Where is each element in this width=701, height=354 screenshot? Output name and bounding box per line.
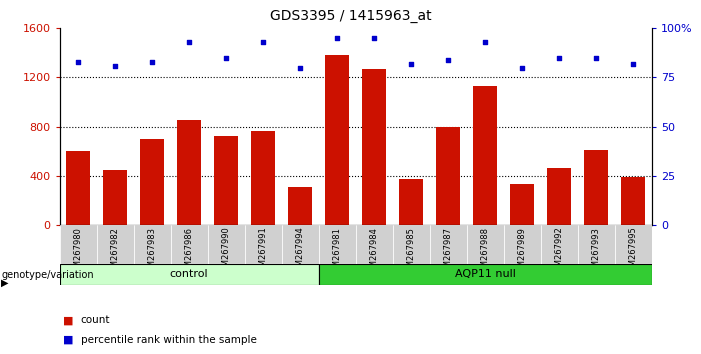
Bar — [430, 225, 467, 264]
Text: control: control — [170, 269, 208, 279]
Text: GSM267993: GSM267993 — [592, 227, 601, 278]
Bar — [140, 139, 164, 225]
Text: GSM267989: GSM267989 — [518, 227, 527, 278]
Text: GSM267980: GSM267980 — [74, 227, 83, 278]
Text: AQP11 null: AQP11 null — [455, 269, 516, 279]
Bar — [541, 225, 578, 264]
Text: ▶: ▶ — [1, 278, 9, 288]
Bar — [473, 86, 498, 225]
Point — [591, 55, 602, 61]
Point — [517, 65, 528, 70]
Text: GSM267995: GSM267995 — [629, 227, 638, 278]
Text: genotype/variation: genotype/variation — [1, 270, 94, 280]
Text: ■: ■ — [63, 315, 74, 325]
Bar — [393, 225, 430, 264]
Point — [184, 39, 195, 45]
Point — [72, 59, 83, 64]
Point — [369, 35, 380, 41]
Point — [406, 61, 417, 67]
Bar — [177, 120, 201, 225]
Text: GSM267987: GSM267987 — [444, 227, 453, 278]
Bar — [504, 225, 541, 264]
Text: GSM267984: GSM267984 — [369, 227, 379, 278]
Bar — [245, 225, 282, 264]
Text: GDS3395 / 1415963_at: GDS3395 / 1415963_at — [270, 9, 431, 23]
Bar — [288, 187, 312, 225]
Text: GSM267982: GSM267982 — [111, 227, 120, 278]
Bar — [319, 264, 652, 285]
Bar — [60, 225, 97, 264]
Bar — [467, 225, 504, 264]
Bar — [66, 151, 90, 225]
Text: GSM267986: GSM267986 — [184, 227, 193, 278]
Bar — [97, 225, 134, 264]
Bar — [510, 184, 534, 225]
Text: GSM267983: GSM267983 — [148, 227, 156, 278]
Text: GSM267988: GSM267988 — [481, 227, 490, 278]
Point — [332, 35, 343, 41]
Bar — [355, 225, 393, 264]
Bar — [103, 170, 127, 225]
Bar — [621, 177, 646, 225]
Text: GSM267991: GSM267991 — [259, 227, 268, 278]
Text: GSM267985: GSM267985 — [407, 227, 416, 278]
Bar — [282, 225, 319, 264]
Bar — [60, 264, 319, 285]
Bar — [362, 69, 386, 225]
Text: GSM267994: GSM267994 — [296, 227, 305, 278]
Bar — [400, 179, 423, 225]
Point — [147, 59, 158, 64]
Text: GSM267981: GSM267981 — [333, 227, 342, 278]
Point — [221, 55, 232, 61]
Point — [294, 65, 306, 70]
Text: percentile rank within the sample: percentile rank within the sample — [81, 335, 257, 345]
Point — [109, 63, 121, 68]
Text: ■: ■ — [63, 335, 74, 345]
Bar — [251, 131, 275, 225]
Bar — [578, 225, 615, 264]
Bar — [436, 126, 461, 225]
Point — [443, 57, 454, 63]
Bar — [547, 168, 571, 225]
Text: GSM267992: GSM267992 — [555, 227, 564, 278]
Bar — [615, 225, 652, 264]
Text: GSM267990: GSM267990 — [222, 227, 231, 278]
Bar — [207, 225, 245, 264]
Bar — [134, 225, 170, 264]
Point — [479, 39, 491, 45]
Bar — [325, 55, 349, 225]
Bar — [585, 150, 608, 225]
Bar — [170, 225, 207, 264]
Point — [628, 61, 639, 67]
Text: count: count — [81, 315, 110, 325]
Bar — [319, 225, 355, 264]
Point — [554, 55, 565, 61]
Bar — [214, 136, 238, 225]
Point — [257, 39, 268, 45]
